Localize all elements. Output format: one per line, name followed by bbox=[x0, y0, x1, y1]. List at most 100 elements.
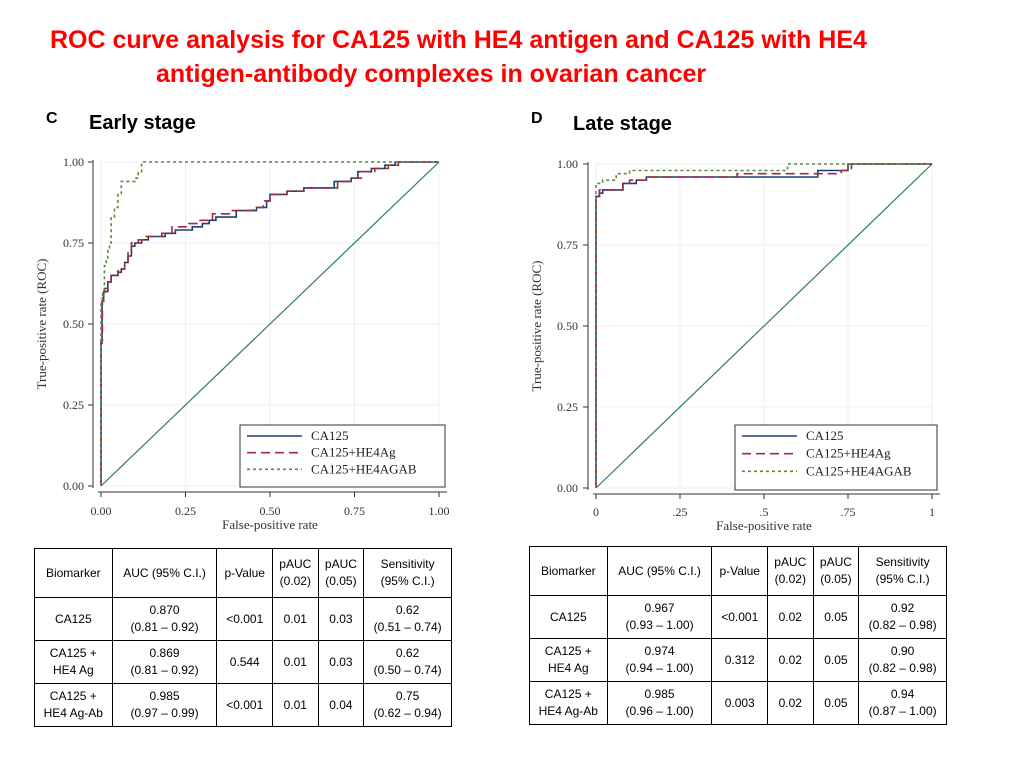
y-tick-label: 0.75 bbox=[557, 238, 578, 252]
table-cell: 0.02 bbox=[766, 638, 814, 682]
table-header-cell: Sensitivity (95% C.I.) bbox=[858, 546, 947, 596]
table-row: CA125 + HE4 Ag 0.869 (0.81 – 0.92) 0.544 0.01… bbox=[34, 640, 452, 684]
table-cell: 0.02 bbox=[766, 595, 814, 639]
series-line-ca125-he4agab bbox=[100, 161, 439, 486]
x-tick-label: .25 bbox=[673, 505, 688, 519]
x-tick-label: 0.75 bbox=[344, 504, 365, 518]
table-cell: 0.03 bbox=[317, 640, 365, 684]
y-axis-title: True-positive rate (ROC) bbox=[529, 261, 544, 392]
table-cell: CA125 + HE4 Ag-Ab bbox=[529, 681, 608, 725]
y-tick-label: 1.00 bbox=[63, 155, 84, 169]
page-title-line1: ROC curve analysis for CA125 with HE4 an… bbox=[50, 26, 867, 54]
table-row: CA125 + HE4 Ag 0.974 (0.94 – 1.00) 0.312 0.02… bbox=[529, 638, 947, 682]
y-tick-label: 0.75 bbox=[63, 236, 84, 250]
stage-title-early: Early stage bbox=[89, 112, 196, 134]
table-header-cell: AUC (95% C.I.) bbox=[606, 546, 713, 596]
table-cell: 0.985 (0.97 – 0.99) bbox=[111, 683, 218, 727]
table-cell: 0.04 bbox=[317, 683, 365, 727]
legend-label: CA125+HE4Ag bbox=[311, 445, 396, 460]
table-row: CA125 0.870 (0.81 – 0.92) <0.001 0.01 0.03 0.6… bbox=[34, 597, 452, 641]
table-cell: <0.001 bbox=[216, 683, 273, 727]
reference-diagonal bbox=[595, 163, 933, 489]
table-header-row: Biomarker AUC (95% C.I.) p-Value pAUC (0.02)… bbox=[529, 546, 947, 596]
table-header-cell: pAUC (0.02) bbox=[271, 548, 319, 598]
series-line-ca125-he4ag bbox=[595, 163, 932, 488]
table-cell: 0.05 bbox=[812, 595, 860, 639]
results-table-late: Biomarker AUC (95% C.I.) p-Value pAUC (0.02)… bbox=[529, 546, 947, 725]
table-row: CA125 + HE4 Ag-Ab 0.985 (0.96 – 1.00) 0.003 0… bbox=[529, 681, 947, 725]
table-cell: 0.05 bbox=[812, 638, 860, 682]
x-axis-title: False-positive rate bbox=[716, 518, 812, 533]
table-cell: CA125 bbox=[529, 595, 608, 639]
table-row: CA125 + HE4 Ag-Ab 0.985 (0.97 – 0.99) <0.001… bbox=[34, 683, 452, 727]
table-cell: 0.869 (0.81 – 0.92) bbox=[111, 640, 218, 684]
table-cell: 0.90 (0.82 – 0.98) bbox=[858, 638, 947, 682]
table-header-cell: pAUC (0.05) bbox=[317, 548, 365, 598]
table-cell: 0.05 bbox=[812, 681, 860, 725]
table-cell: 0.01 bbox=[271, 683, 319, 727]
table-cell: CA125 bbox=[34, 597, 113, 641]
y-tick-label: 0.50 bbox=[557, 319, 578, 333]
page-title-line2: antigen-antibody complexes in ovarian ca… bbox=[156, 60, 707, 88]
x-axis-title: False-positive rate bbox=[222, 517, 318, 532]
legend-label: CA125+HE4Ag bbox=[806, 446, 891, 461]
table-header-cell: Sensitivity (95% C.I.) bbox=[363, 548, 452, 598]
table-cell: 0.92 (0.82 – 0.98) bbox=[858, 595, 947, 639]
table-row: CA125 0.967 (0.93 – 1.00) <0.001 0.02 0.05 0.9… bbox=[529, 595, 947, 639]
table-cell: CA125 + HE4 Ag bbox=[529, 638, 608, 682]
y-tick-label: 0.25 bbox=[63, 398, 84, 412]
table-cell: 0.62 (0.50 – 0.74) bbox=[363, 640, 452, 684]
x-tick-label: 0.50 bbox=[260, 504, 281, 518]
y-tick-label: 0.00 bbox=[63, 479, 84, 493]
panel-letter-d: D bbox=[531, 110, 543, 127]
table-cell: 0.75 (0.62 – 0.94) bbox=[363, 683, 452, 727]
table-header-cell: p-Value bbox=[711, 546, 768, 596]
table-cell: CA125 + HE4 Ag-Ab bbox=[34, 683, 113, 727]
table-header-cell: pAUC (0.05) bbox=[812, 546, 860, 596]
x-tick-label: 1.00 bbox=[429, 504, 450, 518]
table-cell: 0.62 (0.51 – 0.74) bbox=[363, 597, 452, 641]
x-tick-label: 1 bbox=[929, 505, 935, 519]
table-header-cell: Biomarker bbox=[529, 546, 608, 596]
table-cell: <0.001 bbox=[711, 595, 768, 639]
table-header-cell: pAUC (0.02) bbox=[766, 546, 814, 596]
results-table-early: Biomarker AUC (95% C.I.) p-Value pAUC (0.02)… bbox=[34, 548, 452, 727]
table-cell: 0.312 bbox=[711, 638, 768, 682]
y-tick-label: 1.00 bbox=[557, 157, 578, 171]
table-header-row: Biomarker AUC (95% C.I.) p-Value pAUC (0.02)… bbox=[34, 548, 452, 598]
legend-label: CA125+HE4AGAB bbox=[311, 461, 417, 476]
table-cell: 0.94 (0.87 – 1.00) bbox=[858, 681, 947, 725]
series-line-ca125-he4agab bbox=[595, 163, 932, 488]
x-tick-label: 0.00 bbox=[91, 504, 112, 518]
stage-title-late: Late stage bbox=[573, 113, 672, 135]
table-header-cell: Biomarker bbox=[34, 548, 113, 598]
table-cell: 0.544 bbox=[216, 640, 273, 684]
table-cell: 0.974 (0.94 – 1.00) bbox=[606, 638, 713, 682]
x-tick-label: 0 bbox=[593, 505, 599, 519]
table-cell: <0.001 bbox=[216, 597, 273, 641]
y-axis-title: True-positive rate (ROC) bbox=[34, 259, 49, 390]
x-tick-label: 0.25 bbox=[175, 504, 196, 518]
table-cell: 0.01 bbox=[271, 640, 319, 684]
legend-label: CA125 bbox=[311, 428, 349, 443]
table-cell: CA125 + HE4 Ag bbox=[34, 640, 113, 684]
table-cell: 0.02 bbox=[766, 681, 814, 725]
legend-label: CA125+HE4AGAB bbox=[806, 463, 912, 478]
table-cell: 0.01 bbox=[271, 597, 319, 641]
x-tick-label: .75 bbox=[841, 505, 856, 519]
panel-letter-c: C bbox=[46, 110, 58, 127]
table-header-cell: p-Value bbox=[216, 548, 273, 598]
y-tick-label: 0.00 bbox=[557, 481, 578, 495]
table-cell: 0.870 (0.81 – 0.92) bbox=[111, 597, 218, 641]
table-cell: 0.03 bbox=[317, 597, 365, 641]
y-tick-label: 0.50 bbox=[63, 317, 84, 331]
legend-label: CA125 bbox=[806, 428, 844, 443]
x-tick-label: .5 bbox=[760, 505, 769, 519]
y-tick-label: 0.25 bbox=[557, 400, 578, 414]
table-cell: 0.967 (0.93 – 1.00) bbox=[606, 595, 713, 639]
table-cell: 0.985 (0.96 – 1.00) bbox=[606, 681, 713, 725]
table-cell: 0.003 bbox=[711, 681, 768, 725]
table-header-cell: AUC (95% C.I.) bbox=[111, 548, 218, 598]
